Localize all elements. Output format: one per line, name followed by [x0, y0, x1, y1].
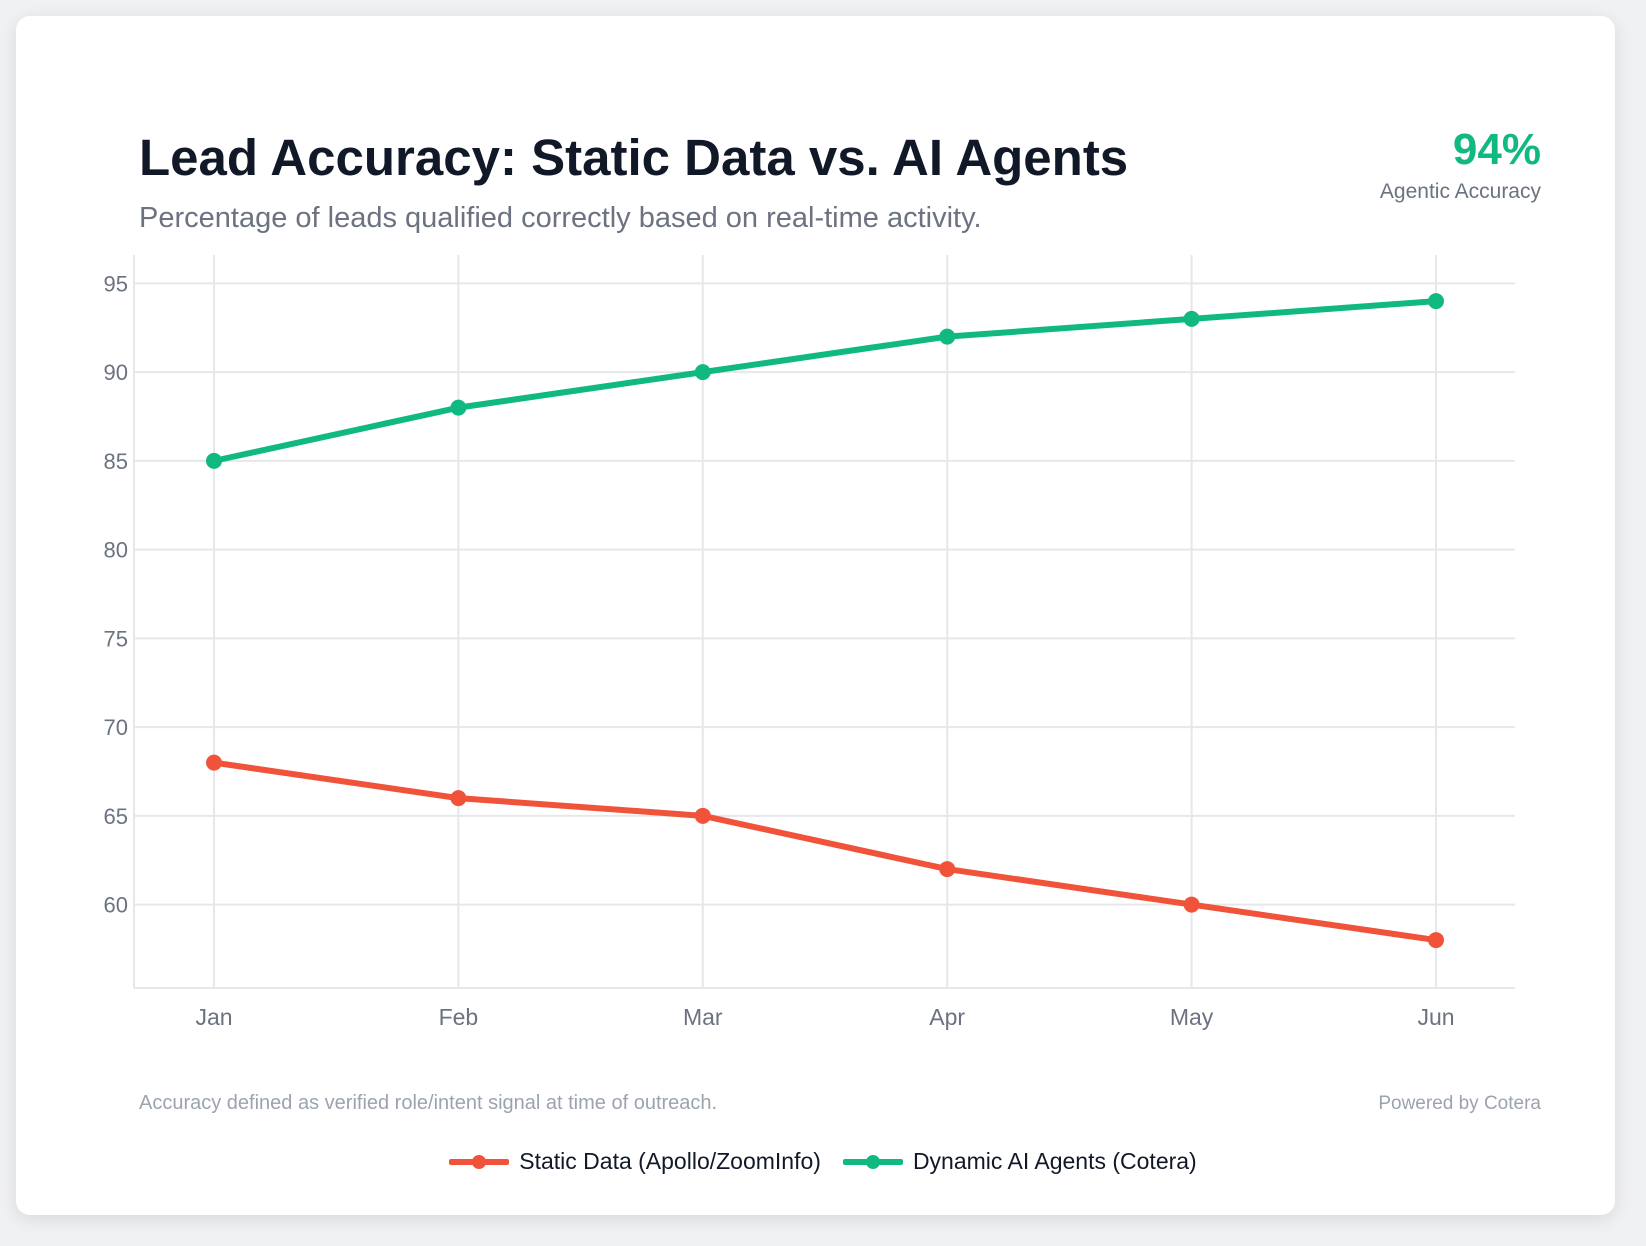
x-tick-label: Jun: [1417, 1004, 1454, 1030]
x-tick-label: May: [1170, 1004, 1214, 1030]
data-point: [1428, 932, 1444, 949]
y-tick-label: 60: [104, 893, 128, 918]
y-tick-label: 75: [104, 626, 128, 651]
legend-item-static[interactable]: Static Data (Apollo/ZoomInfo): [449, 1148, 821, 1175]
data-point: [206, 452, 222, 469]
data-point: [1428, 293, 1444, 310]
legend: Static Data (Apollo/ZoomInfo) Dynamic AI…: [0, 1148, 1646, 1175]
y-tick-label: 95: [104, 271, 128, 296]
data-point: [450, 790, 467, 807]
kpi-value: 94%: [1452, 125, 1541, 174]
chart-title: Lead Accuracy: Static Data vs. AI Agents: [139, 129, 1129, 186]
legend-swatch-static: [449, 1154, 510, 1169]
kpi-block: 94% Agentic Accuracy: [1379, 125, 1541, 204]
series-line-1: [211, 298, 1439, 464]
data-point: [694, 807, 711, 824]
y-tick-label: 90: [104, 360, 128, 385]
x-tick-label: Feb: [439, 1004, 479, 1030]
data-point: [450, 399, 467, 416]
y-tick-label: 80: [104, 538, 128, 563]
data-point: [694, 364, 711, 381]
y-tick-label: 70: [104, 715, 128, 740]
legend-swatch-ai: [842, 1154, 903, 1169]
legend-label-ai: Dynamic AI Agents (Cotera): [912, 1148, 1197, 1174]
series-line-0: [211, 759, 1439, 944]
x-tick-label: Jan: [195, 1004, 232, 1030]
data-point: [939, 328, 956, 345]
x-tick-label: Mar: [683, 1004, 723, 1030]
data-point: [206, 754, 222, 771]
chart-card: [16, 16, 1615, 1215]
footnote: Accuracy defined as verified role/intent…: [139, 1092, 718, 1114]
chart-subtitle: Percentage of leads qualified correctly …: [139, 202, 982, 234]
data-point: [1183, 310, 1200, 327]
data-point: [939, 861, 956, 878]
powered-by: Powered by Cotera: [1378, 1093, 1541, 1114]
x-tick-label: Apr: [929, 1004, 965, 1030]
legend-item-ai[interactable]: Dynamic AI Agents (Cotera): [842, 1148, 1197, 1175]
y-tick-label: 85: [104, 449, 128, 474]
legend-label-static: Static Data (Apollo/ZoomInfo): [519, 1148, 821, 1174]
kpi-label: Agentic Accuracy: [1379, 180, 1541, 204]
data-point: [1183, 896, 1200, 913]
y-tick-label: 65: [104, 804, 128, 829]
